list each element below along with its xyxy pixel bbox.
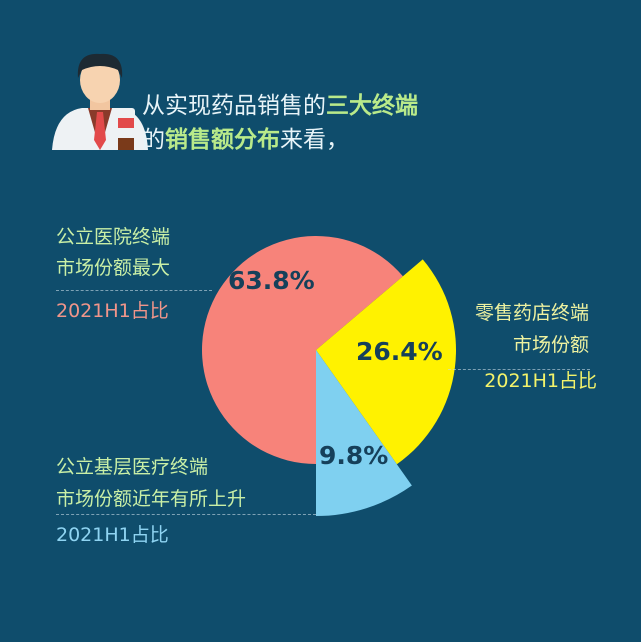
pie-slice-primary [316, 350, 412, 516]
slice-label-hospital-line1: 公立医院终端 [56, 226, 171, 248]
header-text: 从实现药品销售的 [142, 93, 326, 119]
slice-label-primary-line2: 市场份额近年有所上升 [56, 488, 247, 510]
slice-label-retail-line2: 市场份额 [512, 334, 589, 356]
value-label-hospital: 63.8% [228, 266, 315, 295]
header-text: 的 [142, 127, 165, 153]
header-text: 来看， [280, 127, 349, 153]
slice-sublabel-hospital: 2021H1占比 [56, 300, 169, 322]
slice-sublabel-primary: 2021H1占比 [56, 524, 169, 546]
divider [56, 290, 212, 291]
pie-slice-retail [316, 259, 456, 465]
header-highlight: 三大终端 [326, 93, 418, 119]
value-label-primary: 9.8% [319, 441, 389, 470]
divider [448, 369, 590, 370]
header-highlight: 销售额分布 [165, 127, 280, 153]
slice-label-primary-line1: 公立基层医疗终端 [56, 456, 209, 478]
divider [56, 514, 316, 515]
header-line-1: 从实现药品销售的三大终端 [142, 86, 418, 120]
slice-sublabel-retail: 2021H1占比 [484, 370, 597, 392]
value-label-retail: 26.4% [356, 337, 443, 366]
pie-slice-hospital [202, 236, 403, 464]
slice-label-hospital-line2: 市场份额最大 [56, 257, 171, 279]
slice-label-retail-line1: 零售药店终端 [474, 302, 589, 324]
header-line-2: 的销售额分布来看， [142, 120, 349, 154]
